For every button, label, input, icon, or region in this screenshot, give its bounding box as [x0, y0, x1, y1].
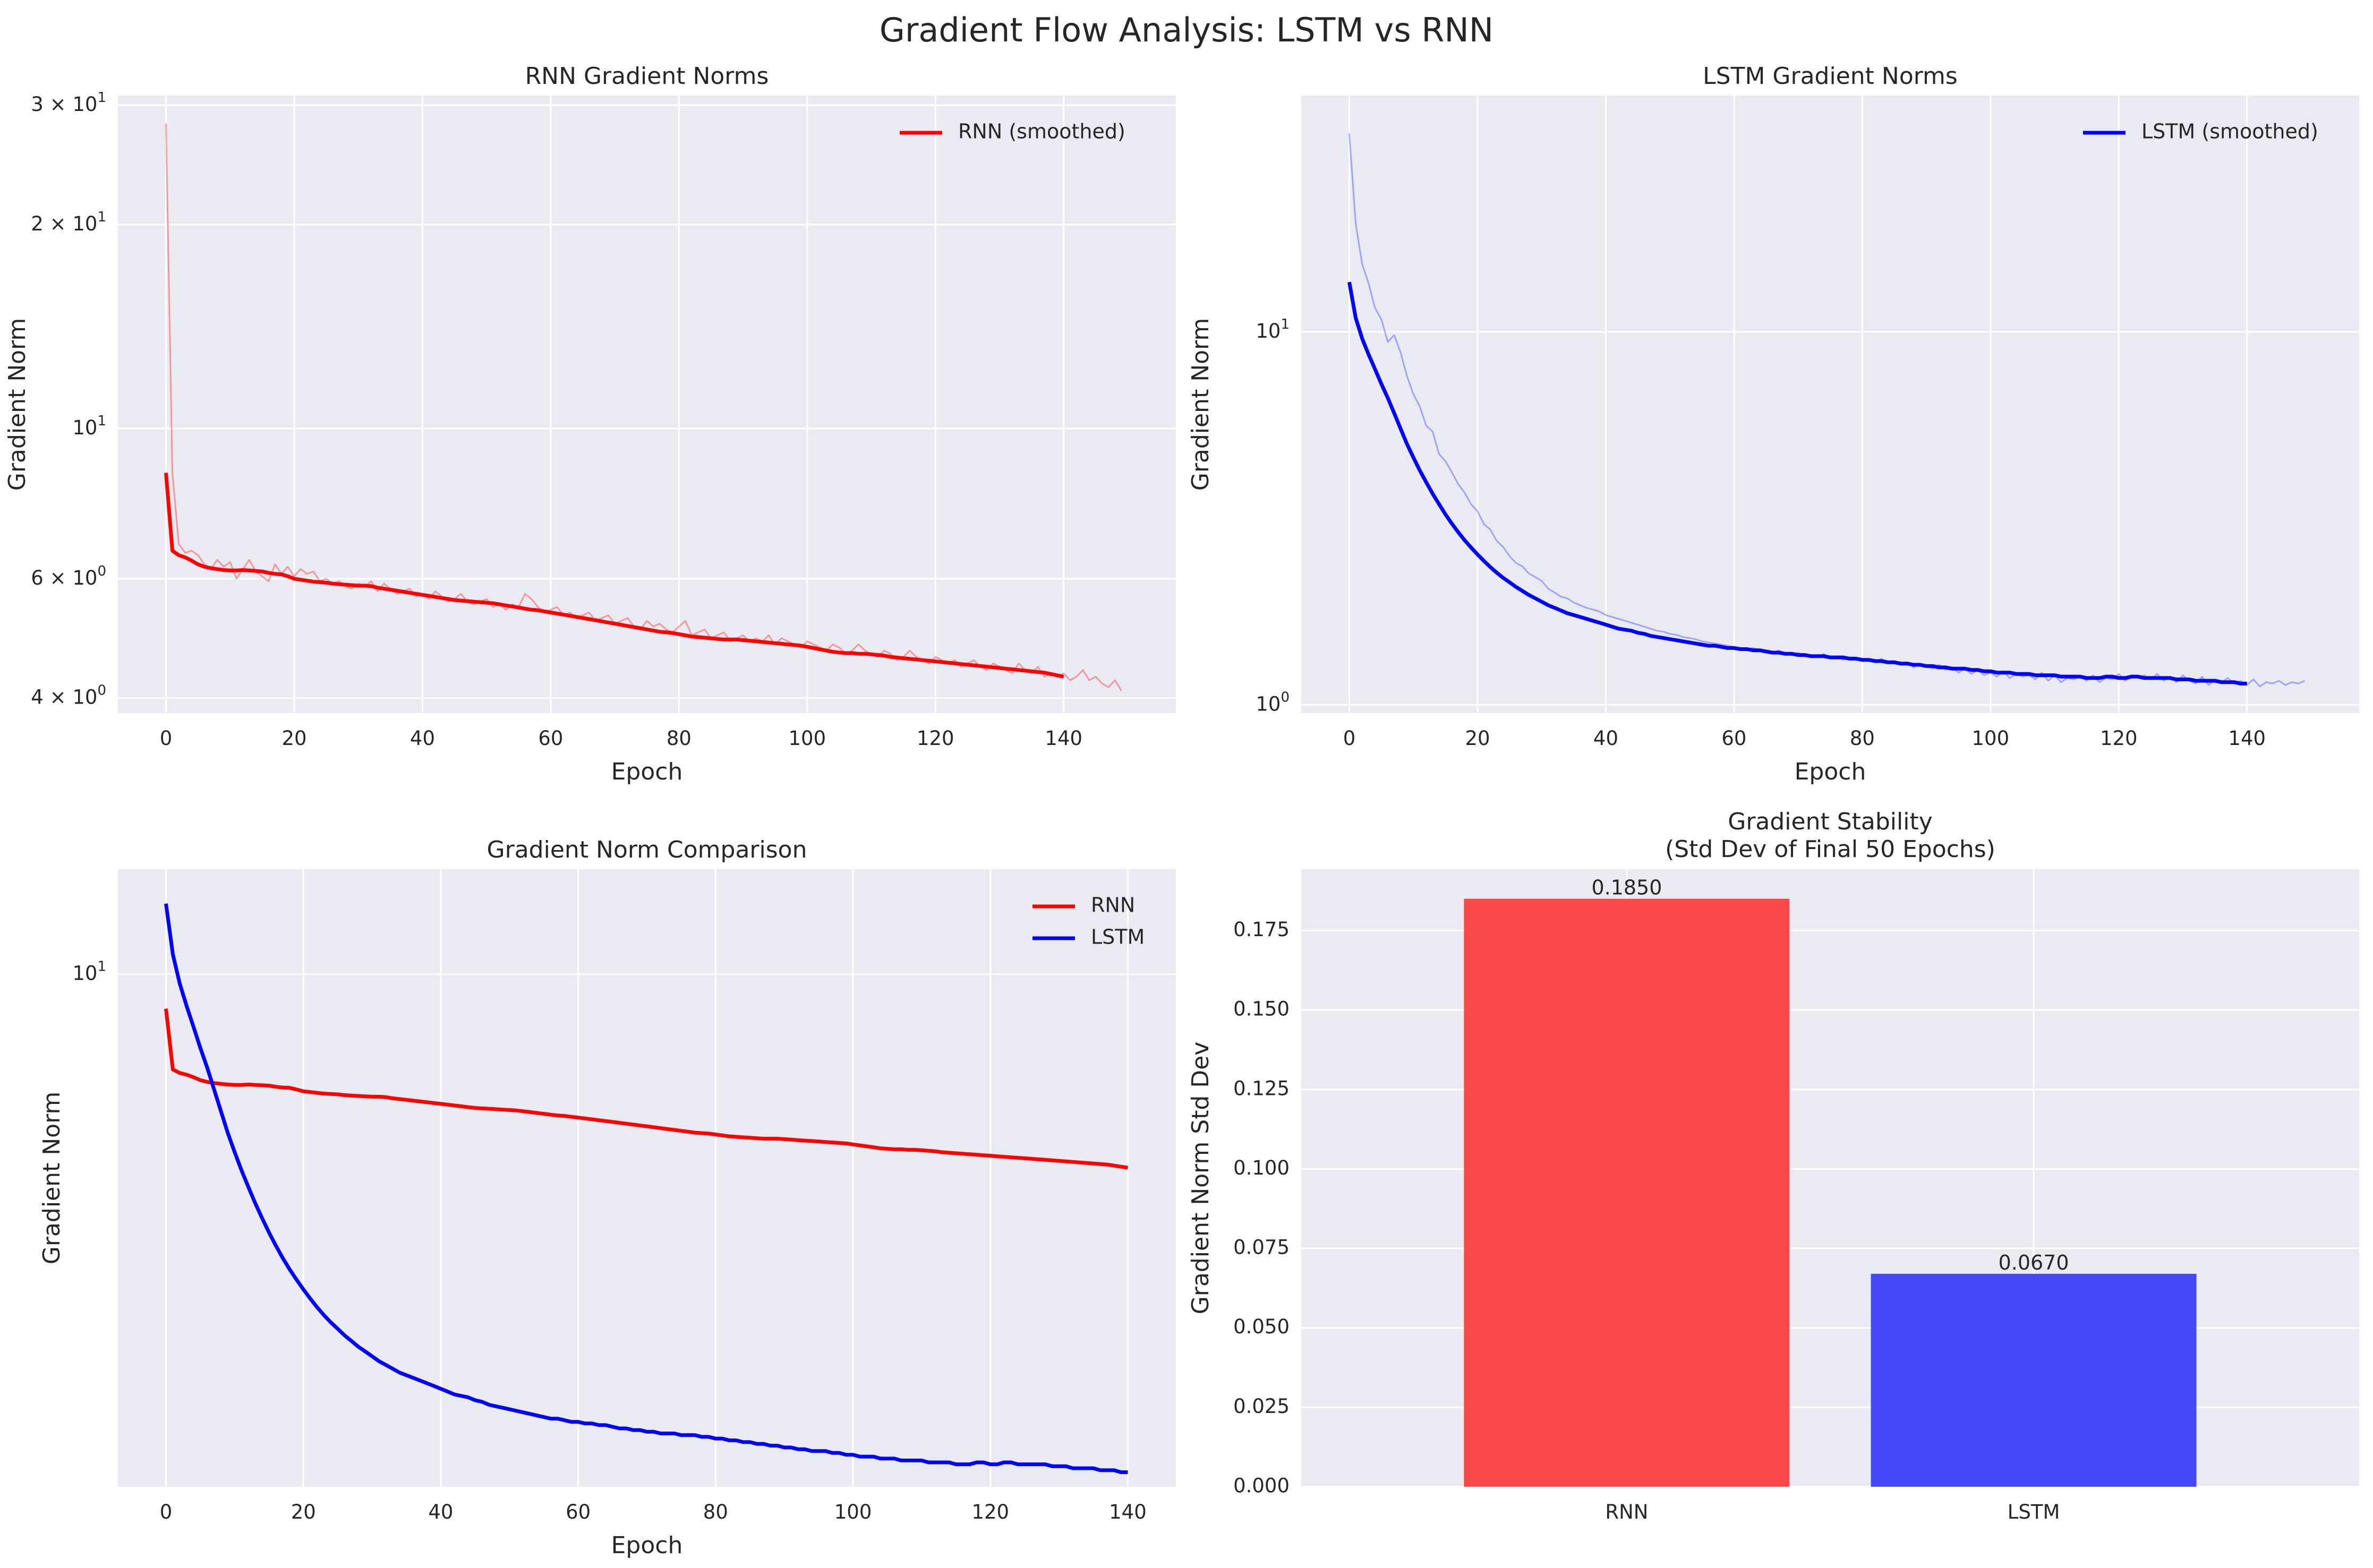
y-tick-label: 0.100 [1233, 1156, 1290, 1179]
x-tick-label: 20 [291, 1501, 316, 1523]
panel-title: Gradient Norm Comparison [487, 836, 807, 863]
y-axis-label: Gradient Norm [38, 1092, 65, 1265]
legend-entry: LSTM (smoothed) [2083, 120, 2318, 143]
y-tick-label: 0.175 [1233, 918, 1290, 941]
x-tick-label: 120 [917, 727, 954, 750]
x-tick-label: 20 [281, 727, 306, 750]
panel-lstm: 0 20 40 60 80 100 120 140 100 101 LSTM (smoothed) L… [1187, 63, 2359, 785]
y-tick-label: 101 [72, 958, 106, 984]
x-axis-label: Epoch [1795, 758, 1866, 785]
x-tick-label: 40 [410, 727, 435, 750]
plot-area-lstm [1301, 96, 2359, 713]
y-tick-label: 0.150 [1233, 998, 1290, 1021]
y-axis-label: Gradient Norm [1187, 318, 1214, 491]
y-tick-label: 2 × 101 [31, 209, 106, 235]
series-line-rnn [164, 1008, 1129, 1170]
y-tick-label: 101 [72, 413, 106, 439]
y-axis-label: Gradient Norm Std Dev [1187, 1042, 1214, 1315]
x-axis-label: Epoch [611, 1532, 683, 1559]
panel-compare: 0 20 40 60 80 100 120 140 101 RNN LSTM Gradient Nor… [38, 836, 1176, 1559]
x-tick-label: 120 [971, 1501, 1009, 1523]
legend-label: RNN [1091, 894, 1135, 917]
series-line-raw [165, 123, 1122, 691]
legend-entry: RNN [1032, 894, 1135, 917]
bar-lstm [1871, 1273, 2197, 1487]
x-tick-label: 140 [2228, 727, 2266, 750]
x-tick-label: LSTM [2008, 1501, 2060, 1523]
series-line-rnn-smoothed- [164, 473, 1064, 679]
x-tick-label: 140 [1045, 727, 1082, 750]
panel-stability: 0.000 0.025 0.050 0.075 0.100 0.125 0.150 0.175… [1187, 808, 2359, 1523]
x-tick-label: 80 [703, 1501, 728, 1523]
x-tick-label: 80 [667, 727, 692, 750]
y-tick-label: 0.025 [1233, 1395, 1290, 1418]
bar-value-label: 0.0670 [1999, 1251, 2069, 1274]
x-tick-label: 0 [160, 1501, 173, 1523]
panel-title: (Std Dev of Final 50 Epochs) [1665, 836, 1995, 863]
y-tick-label: 100 [1256, 689, 1290, 715]
panel-title: Gradient Stability [1728, 808, 1933, 835]
y-tick-label: 3 × 101 [31, 90, 106, 116]
x-tick-label: 120 [2100, 727, 2138, 750]
x-tick-label: 100 [789, 727, 826, 750]
x-tick-label: 100 [1972, 727, 2010, 750]
x-axis-label: Epoch [611, 758, 683, 785]
y-tick-label: 0.125 [1233, 1077, 1290, 1100]
x-tick-label: 140 [1109, 1501, 1147, 1523]
x-tick-label: 100 [834, 1501, 872, 1523]
x-tick-label: 0 [160, 727, 173, 750]
bar-rnn [1464, 898, 1790, 1487]
panel-rnn: 0 20 40 60 80 100 120 140 4 × 100 6 × 100 101 2 × 1… [4, 63, 1176, 785]
panel-title: RNN Gradient Norms [525, 63, 769, 90]
series-line-lstm [164, 903, 1128, 1475]
series-line-lstm-smoothed- [1347, 281, 2247, 686]
plot-area-stability [1301, 869, 2359, 1487]
y-tick-label: 0.050 [1233, 1315, 1290, 1338]
x-tick-label: 60 [566, 1501, 591, 1523]
legend-entry: RNN (smoothed) [900, 120, 1125, 143]
legend-label: RNN (smoothed) [958, 120, 1125, 143]
x-tick-label: 40 [428, 1501, 453, 1523]
x-tick-label: 20 [1465, 727, 1490, 750]
y-tick-label: 6 × 100 [31, 563, 106, 589]
y-tick-label: 0.000 [1233, 1475, 1290, 1497]
x-tick-label: 0 [1343, 727, 1356, 750]
x-tick-label: RNN [1605, 1501, 1648, 1523]
y-axis-label: Gradient Norm [4, 318, 31, 491]
x-tick-label: 60 [1721, 727, 1746, 750]
x-tick-label: 80 [1850, 727, 1875, 750]
y-tick-label: 0.075 [1233, 1236, 1290, 1259]
legend-entry: LSTM [1032, 926, 1145, 949]
y-tick-label: 101 [1256, 316, 1290, 342]
bar-value-label: 0.1850 [1591, 876, 1662, 899]
x-tick-label: 60 [538, 727, 563, 750]
plot-area-compare [118, 869, 1176, 1487]
y-tick-label: 4 × 100 [31, 682, 106, 708]
figure-suptitle: Gradient Flow Analysis: LSTM vs RNN [880, 11, 1493, 49]
legend-label: LSTM [1091, 926, 1145, 949]
x-tick-label: 40 [1593, 727, 1618, 750]
legend-label: LSTM (smoothed) [2141, 120, 2318, 143]
panel-title: LSTM Gradient Norms [1703, 63, 1958, 90]
